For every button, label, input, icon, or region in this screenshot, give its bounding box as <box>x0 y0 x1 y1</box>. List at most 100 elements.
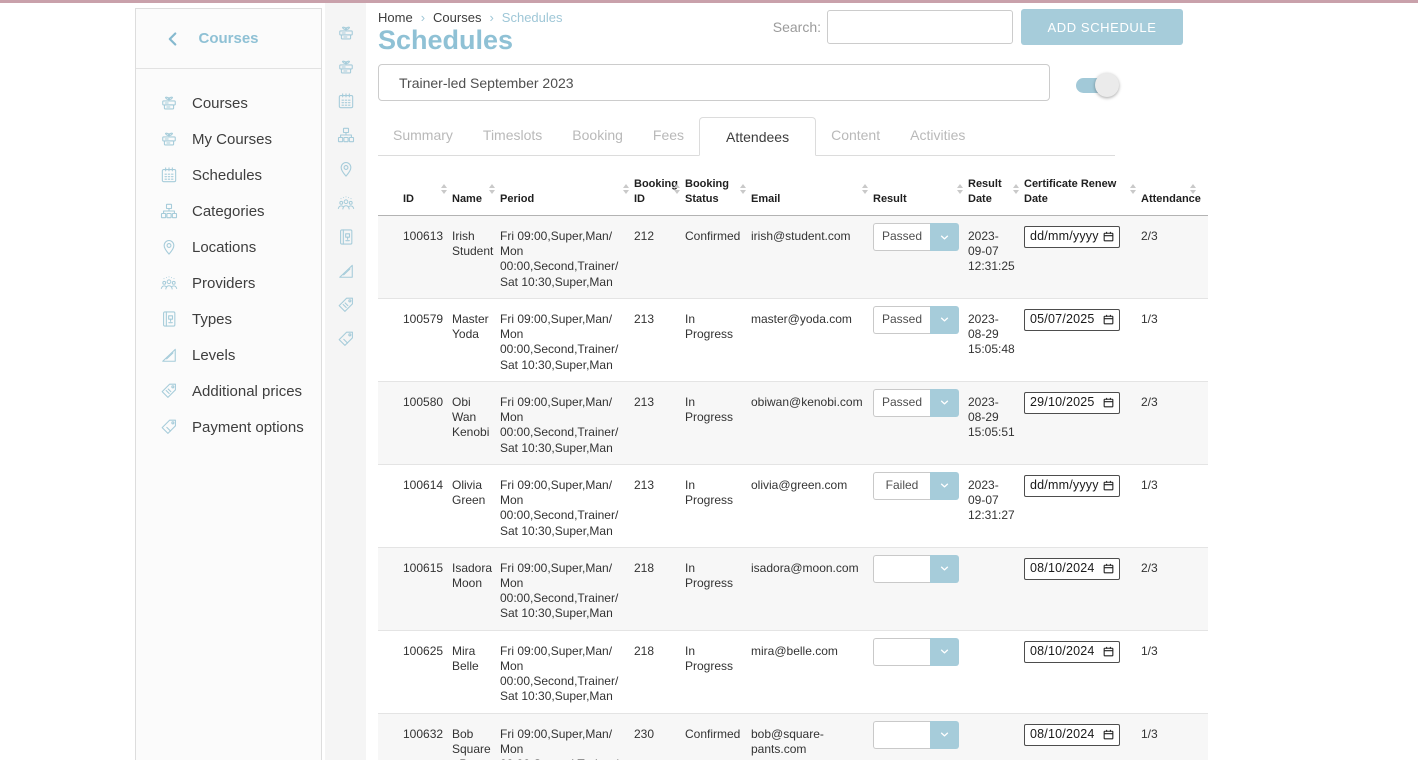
cell-certificate-renew-date: 08/10/2024 <box>1024 631 1141 713</box>
sort-icon[interactable] <box>957 184 963 194</box>
calendar-icon[interactable] <box>1102 479 1115 492</box>
table-row: 100580 Obi Wan Kenobi Fri 09:00,Super,Ma… <box>378 381 1208 465</box>
sort-icon[interactable] <box>1130 184 1136 194</box>
sort-icon[interactable] <box>862 184 868 194</box>
chevron-left-icon[interactable] <box>162 28 184 50</box>
sidebar-item-locations[interactable]: Locations <box>136 229 321 265</box>
payment-options-icon[interactable] <box>336 329 356 349</box>
result-select[interactable]: Failed <box>873 471 959 500</box>
sort-icon[interactable] <box>674 184 680 194</box>
result-select[interactable]: Passed <box>873 388 959 417</box>
tab-content[interactable]: Content <box>831 127 881 143</box>
additional-prices-icon[interactable] <box>336 295 356 315</box>
main-content: Home › Courses › Schedules Schedules Search:… <box>378 0 1418 760</box>
search-input[interactable] <box>827 10 1013 44</box>
sidebar-item-payment-options[interactable]: Payment options <box>136 409 321 445</box>
sort-icon[interactable] <box>740 184 746 194</box>
table-row: 100614 Olivia Green Fri 09:00,Super,Man/… <box>378 465 1208 548</box>
cell-booking-status: In Progress <box>685 477 734 508</box>
certificate-renew-date-input[interactable]: 08/10/2024 <box>1024 723 1120 746</box>
breadcrumb-separator: › <box>420 10 426 25</box>
cell-booking-id: 218 <box>634 560 655 575</box>
chevron-down-icon[interactable] <box>930 223 959 251</box>
result-select[interactable]: Passed <box>873 305 959 334</box>
cell-attendance: 2/3 <box>1141 560 1158 575</box>
calendar-icon[interactable] <box>1102 313 1115 326</box>
levels-icon[interactable] <box>336 261 356 281</box>
sidebar-item-courses[interactable]: Courses <box>136 85 321 121</box>
categories-icon[interactable] <box>336 125 356 145</box>
sort-icon[interactable] <box>1013 184 1019 194</box>
certificate-renew-date-input[interactable]: 08/10/2024 <box>1024 557 1120 580</box>
schedules-icon[interactable] <box>336 91 356 111</box>
result-select[interactable]: Passed <box>873 223 959 251</box>
types-icon <box>159 309 179 329</box>
providers-icon[interactable] <box>336 193 356 213</box>
sidebar-item-additional-prices[interactable]: Additional prices <box>136 373 321 409</box>
cell-email: olivia@green.com <box>751 477 848 492</box>
column-header-result: Result <box>873 163 968 215</box>
result-select[interactable] <box>873 720 959 749</box>
calendar-icon[interactable] <box>1102 645 1115 658</box>
tab-booking[interactable]: Booking <box>572 127 623 143</box>
courses-icon[interactable] <box>336 23 356 43</box>
cell-booking-status: Confirmed <box>685 726 741 741</box>
sort-icon[interactable] <box>489 184 495 194</box>
cell-name: Olivia Green <box>452 477 486 508</box>
sidebar-item-providers[interactable]: Providers <box>136 265 321 301</box>
cell-email: master@yoda.com <box>751 311 852 326</box>
tab-activities[interactable]: Activities <box>910 127 966 143</box>
tab-summary[interactable]: Summary <box>393 127 453 143</box>
sidebar-item-categories[interactable]: Categories <box>136 193 321 229</box>
sidebar-item-levels[interactable]: Levels <box>136 337 321 373</box>
breadcrumb-courses[interactable]: Courses <box>433 10 482 25</box>
chevron-down-icon[interactable] <box>930 471 959 500</box>
calendar-icon[interactable] <box>1102 562 1115 575</box>
chevron-down-icon[interactable] <box>930 305 959 334</box>
add-schedule-button[interactable]: ADD SCHEDULE <box>1021 9 1183 45</box>
cell-attendance: 1/3 <box>1141 726 1158 741</box>
cell-certificate-renew-date: 29/10/2025 <box>1024 382 1141 464</box>
sidebar-item-schedules[interactable]: Schedules <box>136 157 321 193</box>
certificate-renew-date-input[interactable]: dd/mm/yyyy <box>1024 474 1120 497</box>
cell-email: obiwan@kenobi.com <box>751 394 863 409</box>
sort-icon[interactable] <box>1190 184 1196 194</box>
result-select[interactable] <box>873 554 959 583</box>
result-select[interactable] <box>873 637 959 666</box>
cell-id: 100625 <box>403 643 444 658</box>
additional-prices-icon <box>159 381 179 401</box>
sort-icon[interactable] <box>441 184 447 194</box>
certificate-renew-date-input[interactable]: 29/10/2025 <box>1024 391 1120 414</box>
tab-fees[interactable]: Fees <box>652 127 685 143</box>
chevron-down-icon[interactable] <box>930 554 959 583</box>
tab-attendees[interactable]: Attendees <box>699 117 817 156</box>
locations-icon[interactable] <box>336 159 356 179</box>
sidebar-header[interactable]: Courses <box>136 9 321 69</box>
certificate-renew-date-input[interactable]: 05/07/2025 <box>1024 308 1120 331</box>
breadcrumb-schedules: Schedules <box>501 10 563 25</box>
schedule-active-toggle[interactable] <box>1076 71 1124 99</box>
sort-icon[interactable] <box>623 184 629 194</box>
sidebar-menu: Courses My Courses Schedules Categories … <box>136 69 321 445</box>
my-courses-icon[interactable] <box>336 57 356 77</box>
cell-result-date: 2023-08-29 15:05:48 <box>968 311 1015 357</box>
calendar-icon[interactable] <box>1102 396 1115 409</box>
tab-timeslots[interactable]: Timeslots <box>482 127 543 143</box>
certificate-renew-date-input[interactable]: dd/mm/yyyy <box>1024 225 1120 248</box>
certificate-renew-date-input[interactable]: 08/10/2024 <box>1024 640 1120 663</box>
chevron-down-icon[interactable] <box>930 388 959 417</box>
table-row: 100579 Master Yoda Fri 09:00,Super,Man/ … <box>378 299 1208 382</box>
cell-certificate-renew-date: 08/10/2024 <box>1024 714 1141 760</box>
types-icon[interactable] <box>336 227 356 247</box>
chevron-down-icon[interactable] <box>930 637 959 666</box>
sidebar-item-types[interactable]: Types <box>136 301 321 337</box>
schedule-name-input[interactable] <box>378 64 1050 101</box>
chevron-down-icon[interactable] <box>930 720 959 749</box>
calendar-icon[interactable] <box>1102 728 1115 741</box>
cell-email: isadora@moon.com <box>751 560 859 575</box>
sidebar-item-my-courses[interactable]: My Courses <box>136 121 321 157</box>
cell-result <box>873 548 968 630</box>
table-row: 100615 Isadora Moon Fri 09:00,Super,Man/… <box>378 547 1208 631</box>
breadcrumb-home[interactable]: Home <box>378 10 413 25</box>
calendar-icon[interactable] <box>1102 230 1115 243</box>
